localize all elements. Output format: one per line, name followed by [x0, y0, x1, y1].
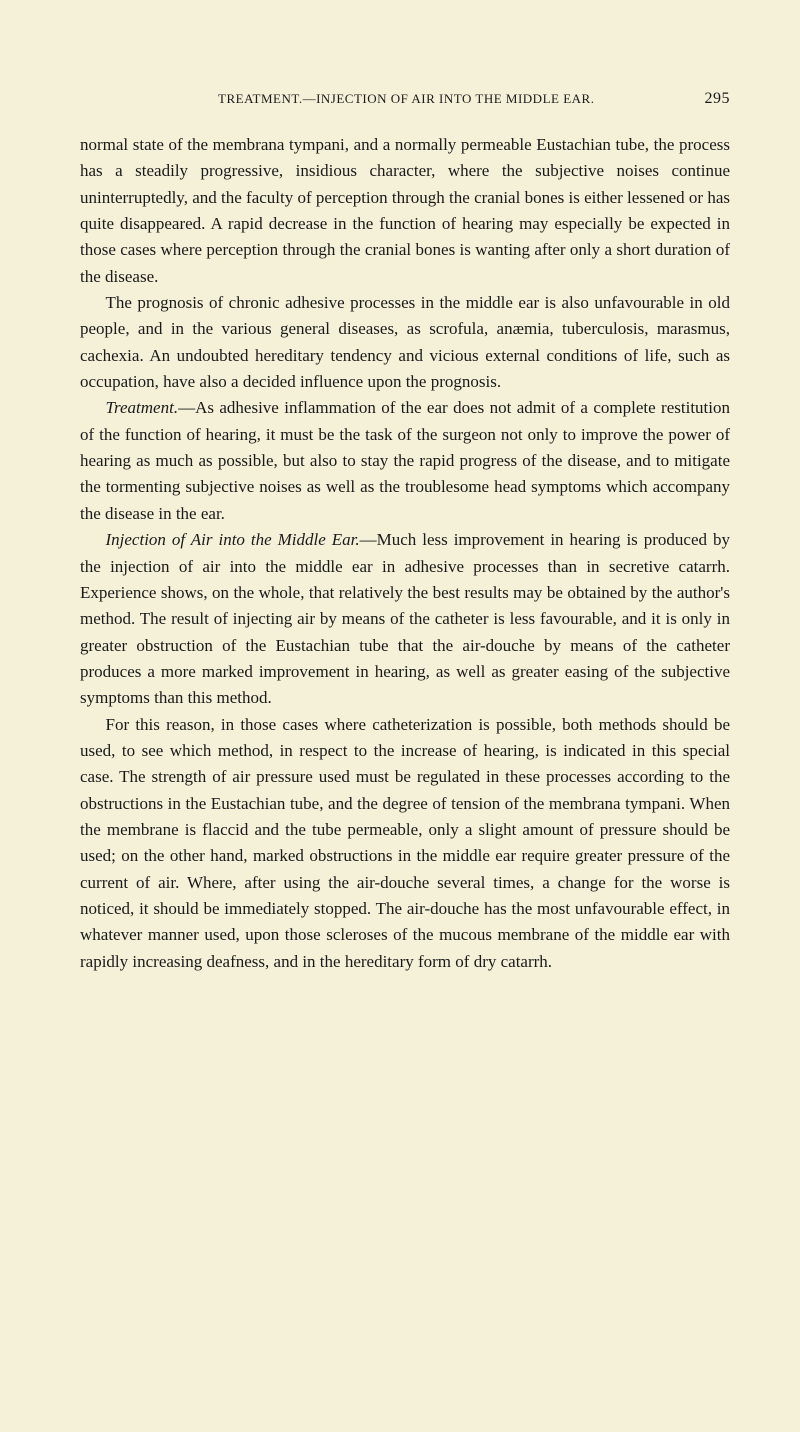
paragraph-5: For this reason, in those cases where ca…: [80, 712, 730, 975]
paragraph-3-body: —As adhesive inflammation of the ear doe…: [80, 398, 730, 522]
paragraph-4: Injection of Air into the Middle Ear.—Mu…: [80, 527, 730, 711]
injection-heading: Injection of Air into the Middle Ear.: [106, 530, 360, 549]
paragraph-3: Treatment.—As adhesive inflammation of t…: [80, 395, 730, 527]
paragraph-2: The prognosis of chronic adhesive proces…: [80, 290, 730, 395]
body-text: normal state of the membrana tympani, an…: [80, 132, 730, 975]
paragraph-1: normal state of the membrana tympani, an…: [80, 132, 730, 290]
treatment-heading: Treatment.: [106, 398, 179, 417]
page-container: TREATMENT.—INJECTION OF AIR INTO THE MID…: [0, 0, 800, 1035]
running-header: TREATMENT.—INJECTION OF AIR INTO THE MID…: [80, 90, 730, 108]
page-number: 295: [705, 90, 731, 108]
paragraph-4-body: —Much less improvement in hearing is pro…: [80, 530, 730, 707]
header-title: TREATMENT.—INJECTION OF AIR INTO THE MID…: [80, 91, 693, 107]
